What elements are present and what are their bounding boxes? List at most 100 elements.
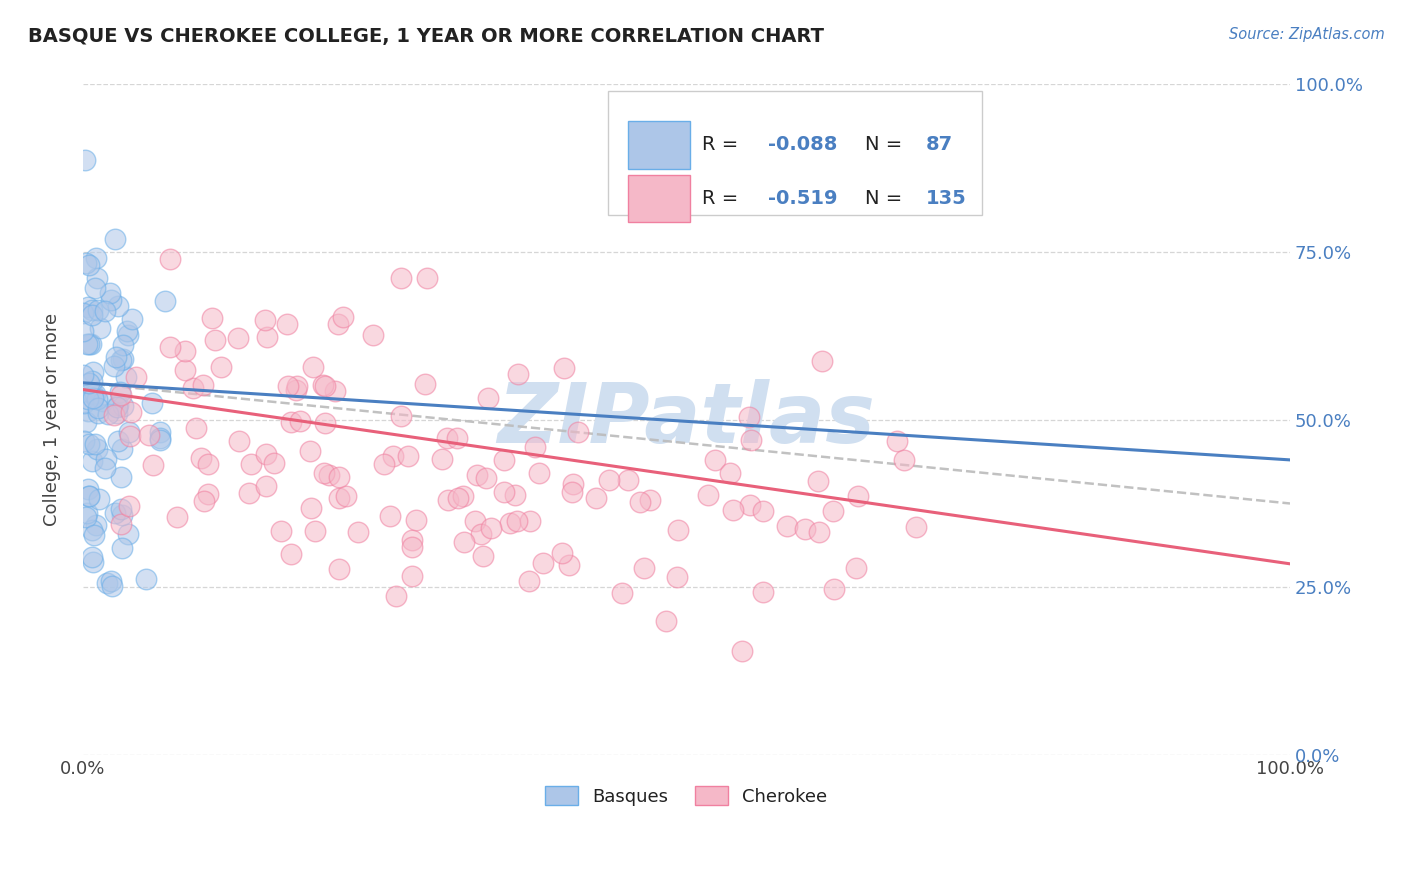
Legend: Basques, Cherokee: Basques, Cherokee <box>538 779 835 813</box>
Point <box>111 541 134 555</box>
FancyBboxPatch shape <box>607 91 983 215</box>
Point <box>304 524 326 538</box>
Point <box>416 270 439 285</box>
Point <box>82 365 104 379</box>
Point <box>389 270 412 285</box>
Point <box>72 368 94 383</box>
Point <box>328 469 350 483</box>
Point <box>373 457 395 471</box>
Point <box>527 466 550 480</box>
Point <box>254 313 277 327</box>
Point <box>328 318 350 332</box>
Point <box>845 560 868 574</box>
Point <box>492 453 515 467</box>
Point <box>238 486 260 500</box>
Point <box>567 425 589 439</box>
Point <box>277 379 299 393</box>
Point <box>531 556 554 570</box>
Point <box>149 425 172 440</box>
Point <box>142 458 165 473</box>
Point <box>479 521 502 535</box>
Point <box>77 392 100 406</box>
Text: N =: N = <box>865 189 908 208</box>
Point <box>475 471 498 485</box>
Point <box>721 503 744 517</box>
Point <box>86 392 108 406</box>
Point <box>391 409 413 424</box>
Point <box>107 398 129 412</box>
Point <box>184 421 207 435</box>
Point <box>312 377 335 392</box>
Point <box>89 321 111 335</box>
Point <box>82 555 104 569</box>
Point <box>77 490 100 504</box>
Point <box>104 350 127 364</box>
Point <box>121 312 143 326</box>
Point <box>328 562 350 576</box>
Point <box>385 589 408 603</box>
Point <box>298 444 321 458</box>
Point <box>823 504 845 518</box>
Point <box>118 500 141 514</box>
Point <box>110 516 132 531</box>
Point <box>110 501 132 516</box>
Point <box>89 491 111 506</box>
Point <box>696 488 718 502</box>
FancyBboxPatch shape <box>628 121 690 169</box>
Point <box>807 524 830 539</box>
Point <box>73 153 96 167</box>
Point <box>125 370 148 384</box>
Point <box>100 574 122 588</box>
Point <box>446 491 468 506</box>
Point <box>75 255 97 269</box>
Point <box>256 330 278 344</box>
Point <box>159 340 181 354</box>
Point <box>72 325 94 339</box>
Point <box>111 508 134 523</box>
Point <box>506 514 529 528</box>
Point <box>197 457 219 471</box>
Point <box>228 434 250 448</box>
Point <box>323 384 346 398</box>
Point <box>73 396 96 410</box>
Point <box>73 434 96 448</box>
Point <box>76 483 98 497</box>
Point <box>811 353 834 368</box>
Point <box>415 377 437 392</box>
Point <box>120 405 142 419</box>
Point <box>314 417 336 431</box>
Point <box>494 485 516 500</box>
Point <box>731 644 754 658</box>
Point <box>190 450 212 465</box>
Point <box>401 540 423 554</box>
Text: Source: ZipAtlas.com: Source: ZipAtlas.com <box>1229 27 1385 42</box>
Point <box>382 449 405 463</box>
Point <box>181 381 204 395</box>
Point <box>655 614 678 628</box>
Point <box>446 431 468 445</box>
Point <box>141 396 163 410</box>
Point <box>97 407 120 421</box>
Point <box>558 558 581 573</box>
Point <box>806 475 828 489</box>
Point <box>79 489 101 503</box>
Point <box>86 251 108 265</box>
Point <box>79 437 101 451</box>
Point <box>76 337 98 351</box>
Point <box>75 509 97 524</box>
Point <box>117 527 139 541</box>
Point <box>155 294 177 309</box>
Point <box>704 453 727 467</box>
Point <box>94 461 117 475</box>
Point <box>453 534 475 549</box>
Text: R =: R = <box>702 136 745 154</box>
Point <box>84 437 107 451</box>
Point <box>380 508 402 523</box>
Point <box>280 547 302 561</box>
Point <box>91 394 114 409</box>
Point <box>328 491 350 505</box>
Point <box>72 305 94 319</box>
Point <box>86 442 108 457</box>
Point <box>436 431 458 445</box>
Point <box>793 522 815 536</box>
